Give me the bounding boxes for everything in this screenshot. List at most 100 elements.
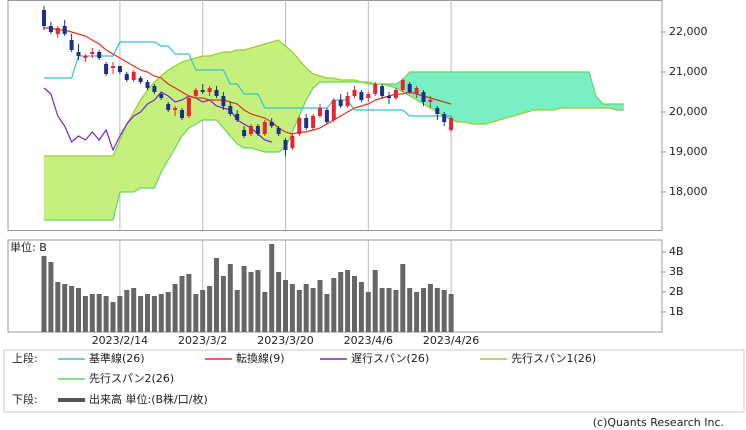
cloud <box>485 71 493 125</box>
bar <box>62 284 68 332</box>
cloud <box>223 51 231 137</box>
cloud <box>575 71 583 109</box>
cloud <box>561 71 569 109</box>
bar <box>441 290 447 332</box>
candle-body <box>152 86 157 92</box>
candle-body <box>283 140 288 150</box>
candle-body <box>318 108 322 116</box>
cloud <box>443 71 452 121</box>
candle-body <box>373 84 378 94</box>
bar <box>158 294 164 332</box>
bar <box>317 280 323 332</box>
bar <box>186 274 192 332</box>
candle-body <box>235 114 240 120</box>
candle-body <box>207 88 212 92</box>
candle-body <box>262 122 267 134</box>
candle-body <box>131 72 136 80</box>
candle-body <box>400 80 405 90</box>
cloud <box>492 71 500 123</box>
bar <box>358 282 364 332</box>
cloud <box>568 71 576 109</box>
bar <box>110 302 116 332</box>
candle-body <box>145 82 150 88</box>
candle-body <box>269 122 274 126</box>
bar <box>172 284 178 332</box>
bar <box>269 244 275 332</box>
bar <box>241 266 247 332</box>
candle-body <box>249 126 253 134</box>
bar <box>55 282 61 332</box>
bar <box>69 286 75 332</box>
candle-body <box>62 26 67 34</box>
candle-body <box>166 104 171 110</box>
candle-body <box>159 94 164 98</box>
legend-label: 転換線(9) <box>236 351 285 365</box>
candle-body <box>311 116 316 128</box>
candle-body <box>97 52 102 58</box>
cloud <box>450 71 459 123</box>
line <box>44 39 624 157</box>
bar <box>448 294 454 332</box>
cloud <box>92 155 100 221</box>
candle-body <box>76 52 81 56</box>
cloud <box>554 71 562 111</box>
cloud <box>43 155 52 221</box>
candle-body <box>180 110 184 118</box>
y-tick-label: 20,000 <box>669 105 708 118</box>
bar <box>89 294 95 332</box>
candle-body <box>449 118 454 130</box>
candle-body <box>69 40 74 50</box>
bar <box>131 288 137 332</box>
bar <box>372 270 378 332</box>
cloud <box>105 155 114 221</box>
candle-body <box>276 128 281 134</box>
x-tick-label: 2023/2/14 <box>92 334 148 347</box>
bar <box>96 294 102 332</box>
bar <box>407 288 413 332</box>
bar <box>200 290 206 332</box>
copyright: (c)Quants Research Inc. <box>593 416 724 429</box>
y-tick-label: 4B <box>669 245 684 258</box>
bar <box>427 284 433 332</box>
cloud <box>278 39 286 153</box>
legend-label: 出来高 単位:(B株/口/枚) <box>89 392 208 406</box>
candle-body <box>421 92 426 102</box>
bar <box>165 292 171 332</box>
bar <box>138 296 144 332</box>
candle-body <box>428 100 433 102</box>
bar <box>262 292 268 332</box>
y-tick-label: 1B <box>669 305 684 318</box>
bar <box>41 256 47 332</box>
candle-body <box>380 86 385 96</box>
candle-body <box>104 64 109 74</box>
cloud <box>98 155 107 221</box>
bar <box>82 296 88 332</box>
legend-box <box>3 349 745 413</box>
cloud <box>616 103 624 111</box>
bar <box>386 288 392 332</box>
bar <box>414 292 420 332</box>
y-tick-label: 3B <box>669 265 684 278</box>
candle-body <box>42 10 46 26</box>
candle-body <box>359 92 364 100</box>
bar <box>365 292 371 332</box>
legend-label: 遅行スパン(26) <box>351 352 429 365</box>
legend-label: 基準線(26) <box>89 351 145 365</box>
bar <box>379 288 385 332</box>
cloud <box>257 43 266 153</box>
cloud <box>71 155 79 221</box>
cloud <box>581 71 590 109</box>
x-tick-label: 2023/3/2 <box>178 334 227 347</box>
cloud <box>271 39 279 153</box>
candle-body <box>200 90 205 92</box>
unit-label: 単位: B <box>10 240 47 254</box>
line <box>44 71 624 221</box>
candle-body <box>173 108 178 110</box>
bar <box>303 284 309 332</box>
y-tick-label: 2B <box>669 285 684 298</box>
candle-body <box>393 90 398 98</box>
candle-body <box>414 88 419 94</box>
bar <box>151 296 157 332</box>
legend-label: 上段: <box>12 351 38 365</box>
